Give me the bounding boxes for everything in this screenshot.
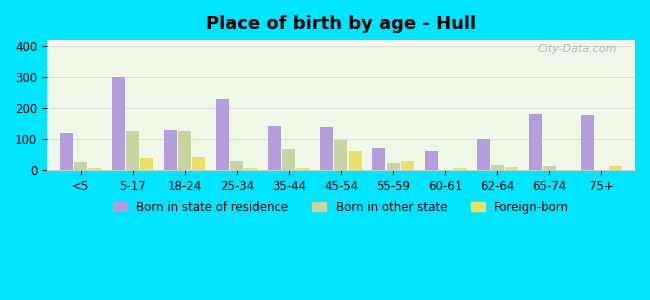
Bar xyxy=(178,130,191,170)
Bar xyxy=(216,99,229,170)
Bar xyxy=(372,148,385,170)
Bar xyxy=(320,127,333,170)
Bar xyxy=(452,168,465,170)
Bar xyxy=(491,165,504,170)
Bar xyxy=(543,166,556,170)
Bar xyxy=(608,166,622,170)
Bar xyxy=(164,130,177,170)
Bar xyxy=(387,163,400,170)
Bar xyxy=(112,76,125,170)
Bar xyxy=(476,139,489,170)
Bar xyxy=(268,126,281,170)
Bar xyxy=(348,151,361,170)
Bar xyxy=(60,133,73,170)
Bar xyxy=(74,162,87,170)
Bar xyxy=(504,167,517,170)
Bar xyxy=(400,161,413,170)
Title: Place of birth by age - Hull: Place of birth by age - Hull xyxy=(206,15,476,33)
Bar xyxy=(230,161,243,170)
Bar xyxy=(335,140,348,170)
Legend: Born in state of residence, Born in other state, Foreign-born: Born in state of residence, Born in othe… xyxy=(108,196,574,218)
Bar xyxy=(140,158,153,170)
Bar xyxy=(580,115,593,170)
Bar xyxy=(88,168,101,170)
Bar xyxy=(528,114,541,170)
Text: City-Data.com: City-Data.com xyxy=(538,44,618,54)
Bar xyxy=(296,168,309,170)
Bar xyxy=(283,149,296,170)
Bar xyxy=(192,157,205,170)
Bar xyxy=(244,168,257,170)
Bar xyxy=(126,131,139,170)
Bar xyxy=(424,151,437,170)
